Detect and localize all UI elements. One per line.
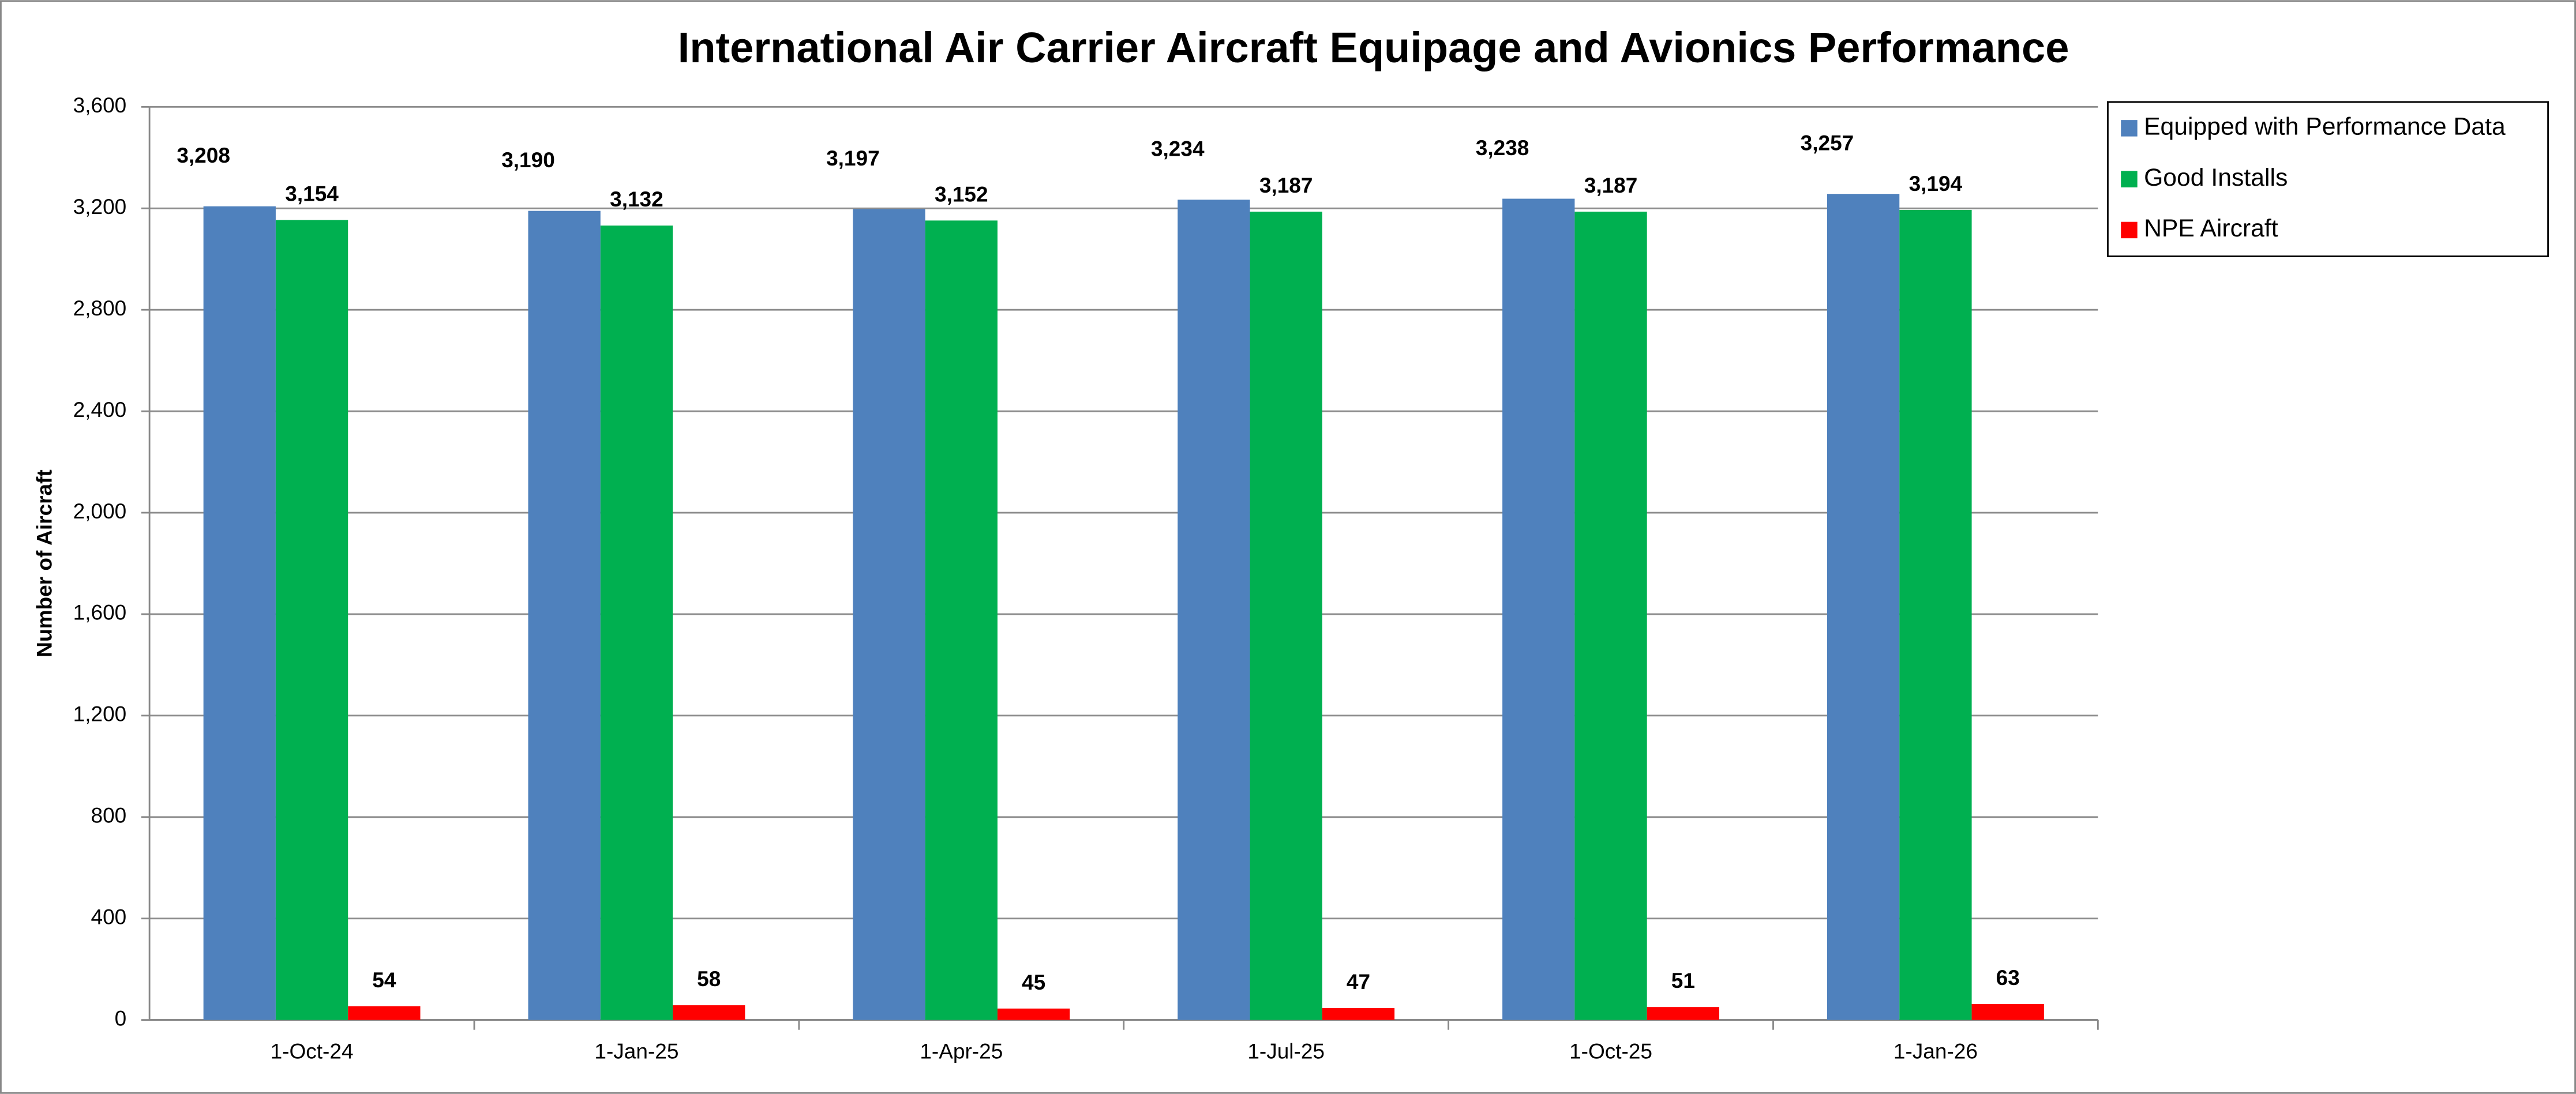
y-axis-label: Number of Aircraft — [32, 469, 57, 657]
bar — [1899, 209, 1972, 1020]
data-label: 3,238 — [1476, 136, 1529, 160]
x-tick-label: 1-Oct-25 — [1569, 1039, 1652, 1063]
bar — [1178, 200, 1250, 1020]
x-tick-label: 1-Apr-25 — [920, 1039, 1003, 1063]
data-label: 45 — [1022, 970, 1045, 994]
data-label: 3,190 — [501, 148, 555, 172]
y-tick-label: 0 — [115, 1006, 127, 1030]
bar — [275, 220, 348, 1020]
data-label: 63 — [1996, 965, 2020, 990]
data-label: 3,154 — [285, 182, 339, 206]
data-label: 51 — [1671, 968, 1695, 993]
legend-swatch — [2121, 171, 2138, 187]
data-label: 3,152 — [935, 182, 988, 206]
data-label: 3,197 — [826, 146, 880, 170]
bar — [853, 209, 925, 1020]
data-label: 47 — [1347, 969, 1370, 994]
x-tick-label: 1-Jan-26 — [1893, 1039, 1978, 1063]
bar — [1322, 1007, 1395, 1020]
data-label: 3,132 — [610, 187, 663, 211]
y-tick-label: 400 — [91, 904, 127, 928]
data-label: 3,257 — [1801, 131, 1854, 155]
chart-title: International Air Carrier Aircraft Equip… — [678, 24, 2069, 72]
bar — [600, 225, 673, 1020]
data-label: 3,187 — [1259, 173, 1313, 197]
bar — [1971, 1003, 2044, 1020]
bar — [925, 220, 998, 1020]
y-tick-label: 1,600 — [73, 600, 127, 625]
legend-label: Good Installs — [2144, 164, 2288, 191]
bar — [673, 1005, 745, 1020]
bar — [997, 1008, 1070, 1020]
y-tick-label: 1,200 — [73, 702, 127, 726]
bar — [1647, 1007, 1719, 1020]
legend-label: NPE Aircraft — [2144, 215, 2278, 242]
bar — [1827, 194, 1900, 1020]
data-label: 3,208 — [177, 143, 230, 167]
y-tick-label: 3,600 — [73, 93, 127, 117]
y-tick-label: 800 — [91, 803, 127, 828]
y-tick-label: 3,200 — [73, 194, 127, 219]
data-label: 54 — [372, 968, 396, 992]
y-tick-label: 2,800 — [73, 296, 127, 320]
data-label: 3,194 — [1909, 171, 1963, 196]
legend-swatch — [2121, 120, 2138, 137]
bar — [348, 1006, 421, 1020]
legend — [2107, 101, 2549, 257]
bar — [1502, 198, 1575, 1020]
data-label: 58 — [697, 967, 721, 991]
bar — [1250, 211, 1322, 1020]
legend-label: Equipped with Performance Data — [2144, 113, 2506, 141]
bar — [203, 206, 276, 1020]
bar — [1574, 211, 1647, 1020]
data-label: 3,234 — [1151, 137, 1205, 161]
x-tick-label: 1-Jul-25 — [1247, 1039, 1325, 1063]
legend-swatch — [2121, 221, 2138, 239]
data-label: 3,187 — [1584, 173, 1638, 197]
x-tick-label: 1-Oct-24 — [271, 1039, 354, 1063]
bar — [528, 210, 601, 1020]
y-tick-label: 2,400 — [73, 397, 127, 422]
y-tick-label: 2,000 — [73, 499, 127, 523]
x-tick-label: 1-Jan-25 — [594, 1039, 678, 1063]
